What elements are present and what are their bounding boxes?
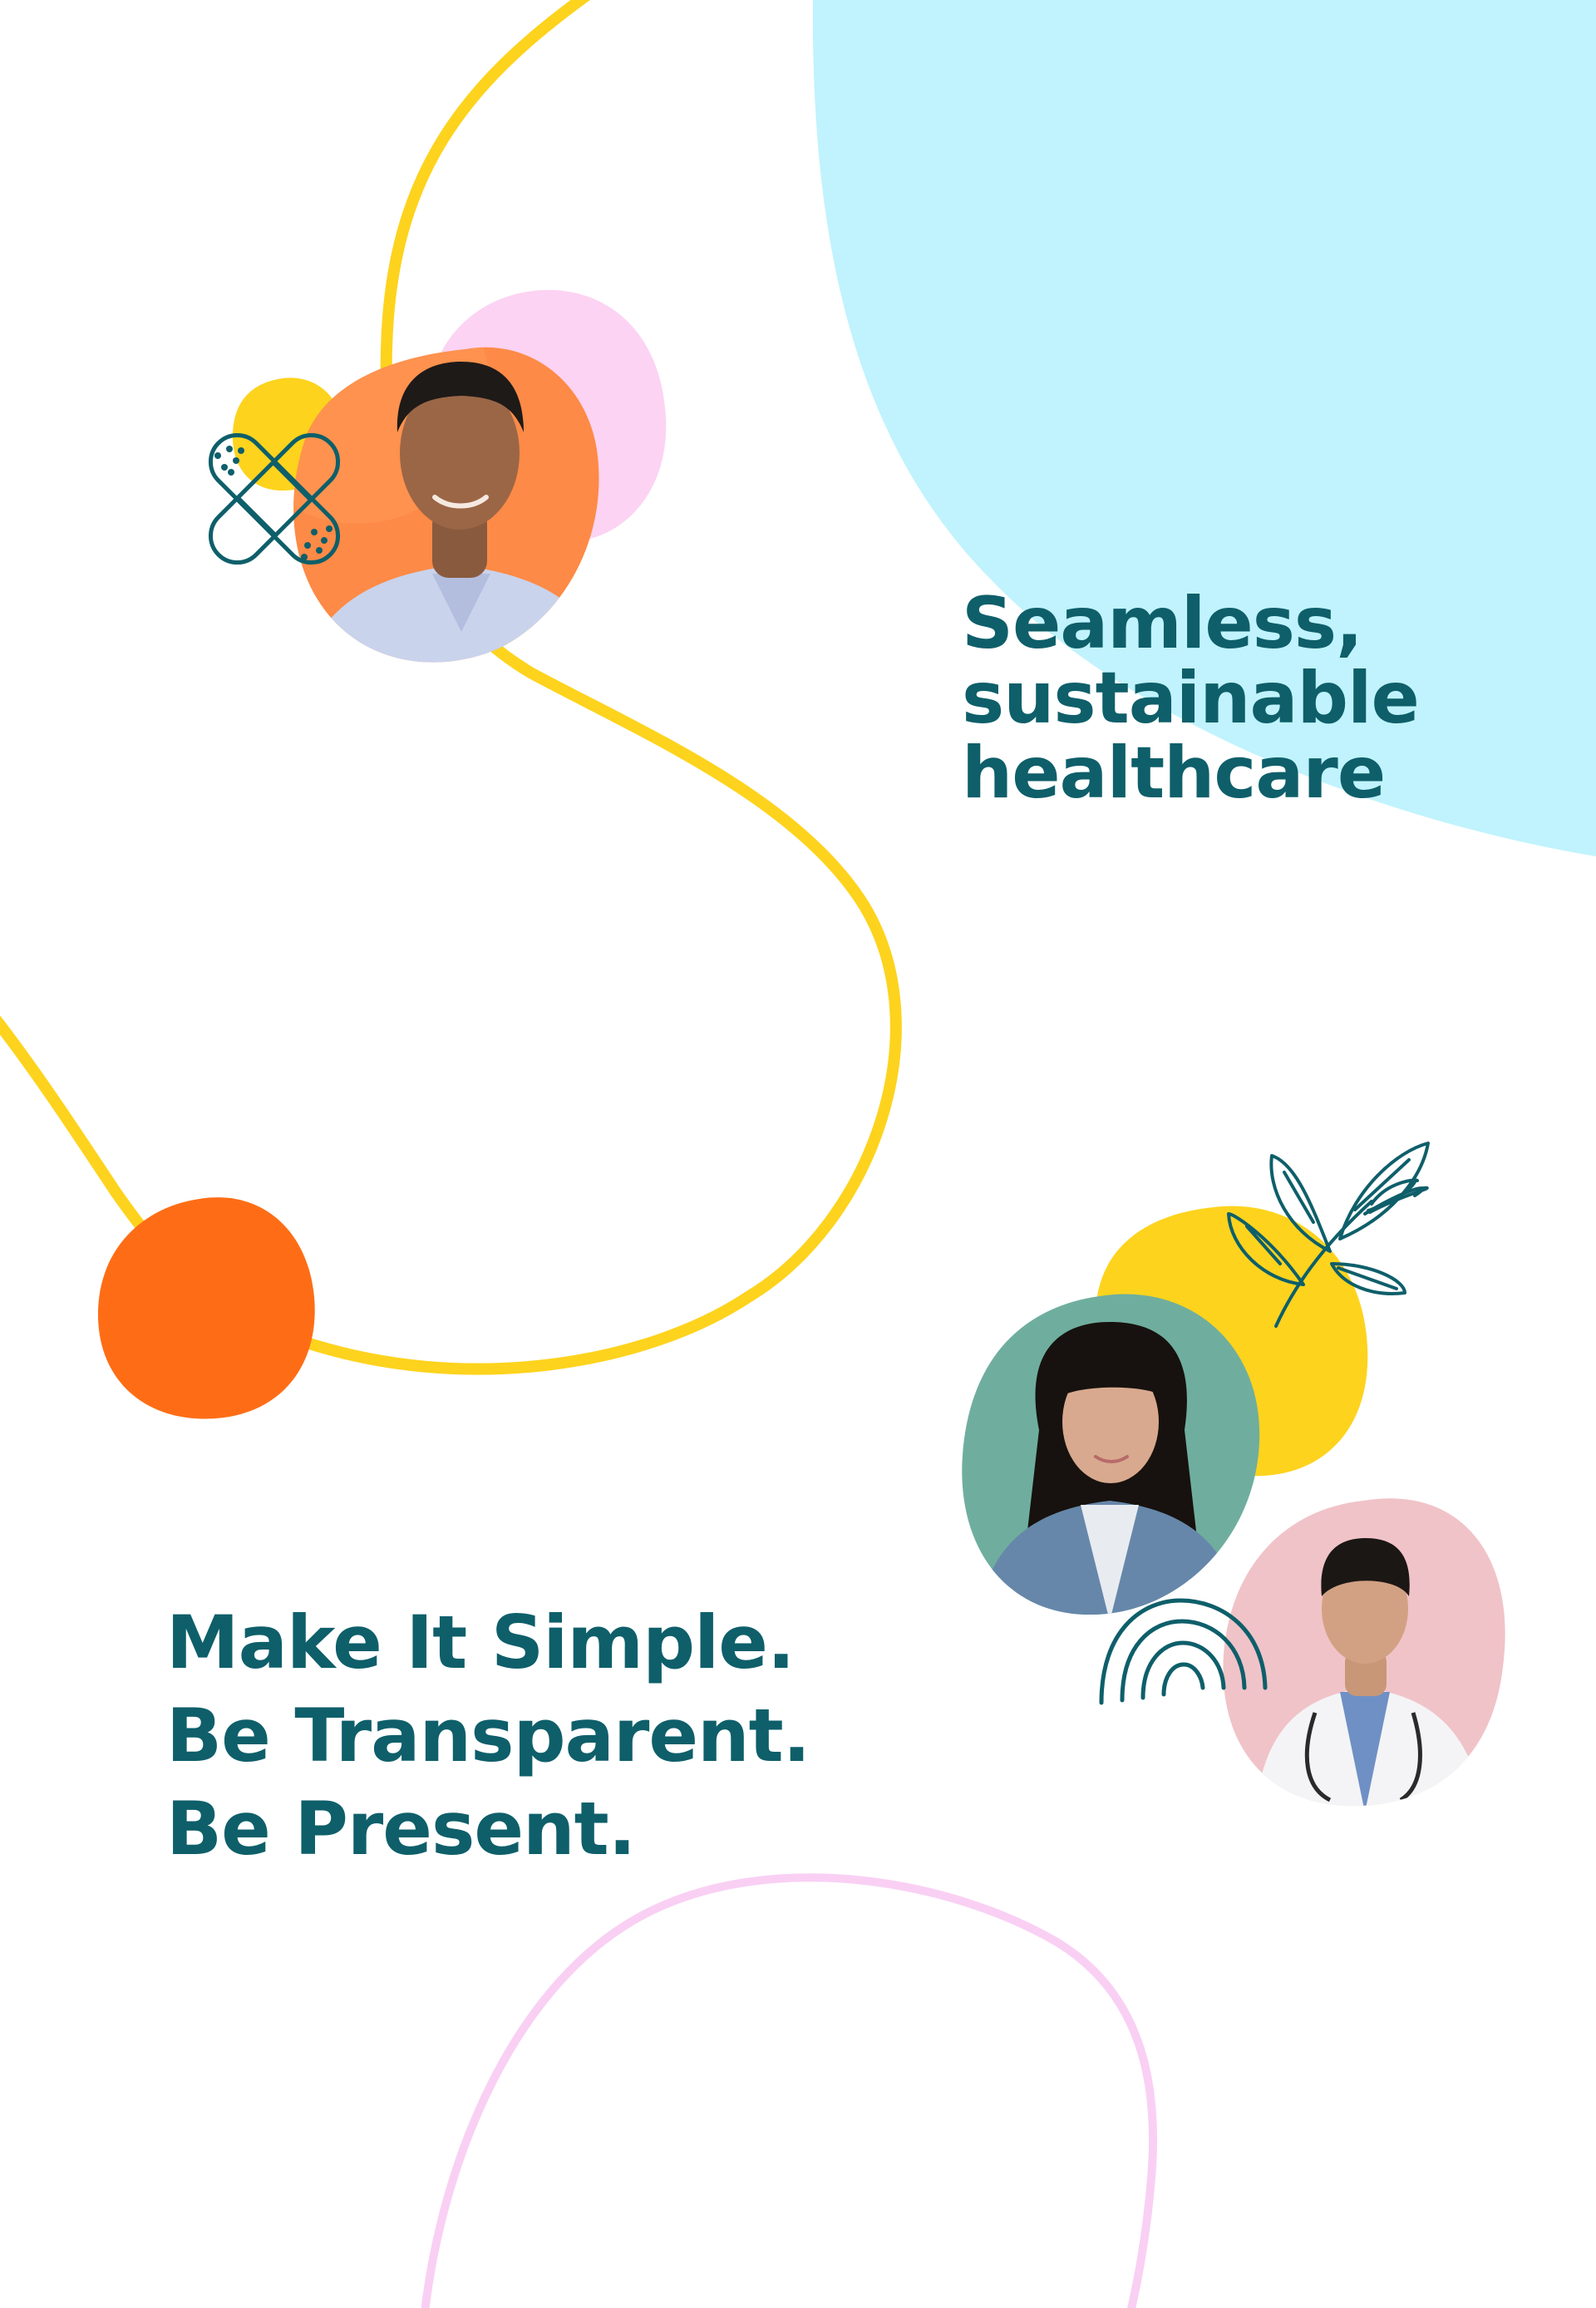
values-headline: Make It Simple. Be Transparent. Be Prese…: [166, 1596, 810, 1876]
hero-headline-line-3: healthcare: [962, 732, 1386, 815]
portrait-man-orange: [293, 347, 599, 663]
cyan-blob: [812, 0, 1596, 856]
pink-curve-line: [421, 1873, 1157, 2308]
leaf-branch-icon: [1227, 1142, 1430, 1328]
values-line-2: Be Transparent.: [166, 1693, 810, 1778]
values-line-3: Be Present.: [166, 1786, 636, 1872]
rainbow-arc-icon: [1099, 1598, 1268, 1705]
portrait-doctor-pink: [1255, 1538, 1484, 1807]
hero-headline: Seamless, sustainable healthcare: [962, 582, 1420, 815]
bandage-icon: [208, 432, 341, 565]
hero-headline-line-1: Seamless,: [962, 582, 1363, 665]
hero-headline-line-2: sustainable: [962, 657, 1420, 740]
orange-dot: [97, 1197, 315, 1419]
yellow-curve-line: [0, 0, 902, 1375]
values-line-1: Make It Simple.: [166, 1600, 795, 1685]
